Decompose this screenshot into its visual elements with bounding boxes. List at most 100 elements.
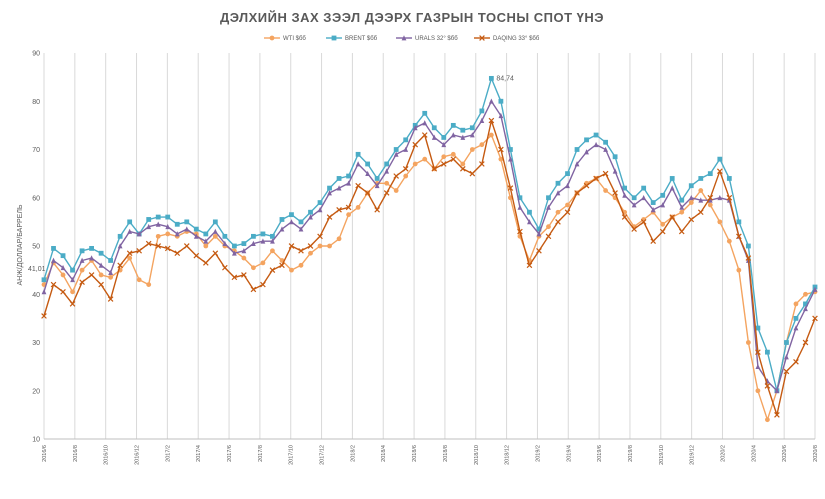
data-point	[650, 200, 656, 205]
data-point	[307, 243, 314, 249]
x-tick-label: 2018/2	[350, 445, 356, 462]
data-point	[593, 141, 599, 148]
data-point	[241, 248, 247, 254]
data-point	[51, 257, 56, 263]
data-point	[251, 240, 256, 246]
data-point	[793, 315, 799, 321]
data-point	[50, 281, 57, 288]
data-point	[203, 231, 209, 237]
data-point	[127, 228, 133, 234]
data-point	[327, 185, 332, 191]
data-point	[146, 223, 152, 230]
data-point	[441, 154, 447, 160]
x-tick-label: 2018/10	[474, 445, 480, 465]
data-point	[289, 212, 294, 218]
data-point	[726, 238, 732, 244]
data-point	[584, 149, 589, 155]
data-point	[298, 262, 304, 268]
data-point	[526, 262, 533, 269]
data-point	[460, 134, 466, 140]
x-tick-label: 2017/4	[196, 445, 202, 462]
data-point	[421, 132, 428, 138]
data-point	[165, 214, 171, 220]
series-2	[41, 98, 818, 394]
data-point	[784, 340, 789, 345]
data-point	[212, 250, 219, 257]
series-line	[43, 119, 816, 416]
data-point	[793, 301, 799, 307]
data-point	[98, 250, 104, 256]
legend-item: URALS 32° $бб	[396, 35, 458, 42]
data-point	[508, 156, 513, 162]
data-point	[364, 190, 371, 196]
x-tick-label: 2019/4	[566, 445, 572, 462]
data-point	[403, 137, 409, 143]
legend-label: DAQING 33° $бб	[493, 36, 540, 42]
data-point	[612, 168, 618, 174]
data-point	[222, 233, 228, 239]
data-point	[336, 236, 342, 242]
data-point	[498, 98, 504, 104]
x-tick-label: 2019/2	[535, 445, 541, 462]
data-point	[250, 286, 257, 293]
data-point	[383, 190, 390, 196]
data-point	[631, 195, 637, 201]
data-point	[393, 173, 400, 179]
data-point	[602, 170, 609, 177]
data-point	[193, 226, 199, 232]
data-point	[317, 233, 323, 240]
grid	[43, 53, 816, 440]
data-point	[536, 231, 542, 237]
data-point	[621, 214, 628, 220]
x-tick-label: 2017/8	[258, 445, 264, 462]
data-point	[41, 289, 47, 295]
data-point	[155, 233, 161, 239]
data-point	[650, 207, 656, 213]
data-point	[222, 264, 228, 271]
data-point	[288, 243, 295, 249]
series-line	[43, 100, 816, 392]
data-point	[212, 233, 218, 239]
data-point	[231, 243, 237, 249]
y-tick-label: 80	[32, 99, 40, 106]
y-tick-label: 60	[32, 195, 40, 202]
data-point	[488, 98, 494, 104]
data-point	[450, 132, 456, 138]
data-point	[108, 274, 114, 280]
data-point	[336, 206, 342, 213]
data-point	[89, 255, 94, 261]
data-point	[631, 226, 637, 232]
data-point	[393, 188, 399, 193]
data-point	[384, 180, 390, 186]
data-point	[117, 233, 123, 239]
data-point	[346, 173, 351, 179]
x-tick-label: 2020/2	[720, 445, 726, 462]
x-tick-label: 2019/6	[597, 445, 603, 462]
data-point	[355, 182, 361, 189]
data-point	[612, 154, 618, 160]
data-point	[803, 305, 808, 312]
data-point	[593, 175, 599, 182]
y-tick-label: 70	[32, 147, 40, 154]
data-point	[279, 226, 285, 232]
x-tick-label: 2016/12	[135, 445, 141, 465]
x-tick-label: 2020/6	[782, 445, 788, 462]
y-tick-label: 40	[32, 292, 40, 299]
data-point	[308, 209, 313, 215]
data-point	[698, 197, 704, 203]
data-point	[765, 417, 770, 423]
series-line	[43, 134, 816, 421]
series-0	[41, 132, 818, 423]
y-axis: 10 20 30 40 50 60 70 80 90	[32, 51, 40, 444]
data-point	[174, 250, 181, 257]
data-point	[517, 228, 523, 235]
data-point	[707, 171, 713, 177]
data-point	[650, 238, 657, 244]
legend-item: DAQING 33° $бб	[474, 35, 540, 42]
data-point	[289, 267, 294, 273]
data-point	[241, 255, 247, 261]
data-point	[517, 204, 523, 210]
data-point	[565, 202, 570, 208]
y-tick-label: 20	[32, 388, 40, 395]
data-point	[60, 264, 66, 271]
